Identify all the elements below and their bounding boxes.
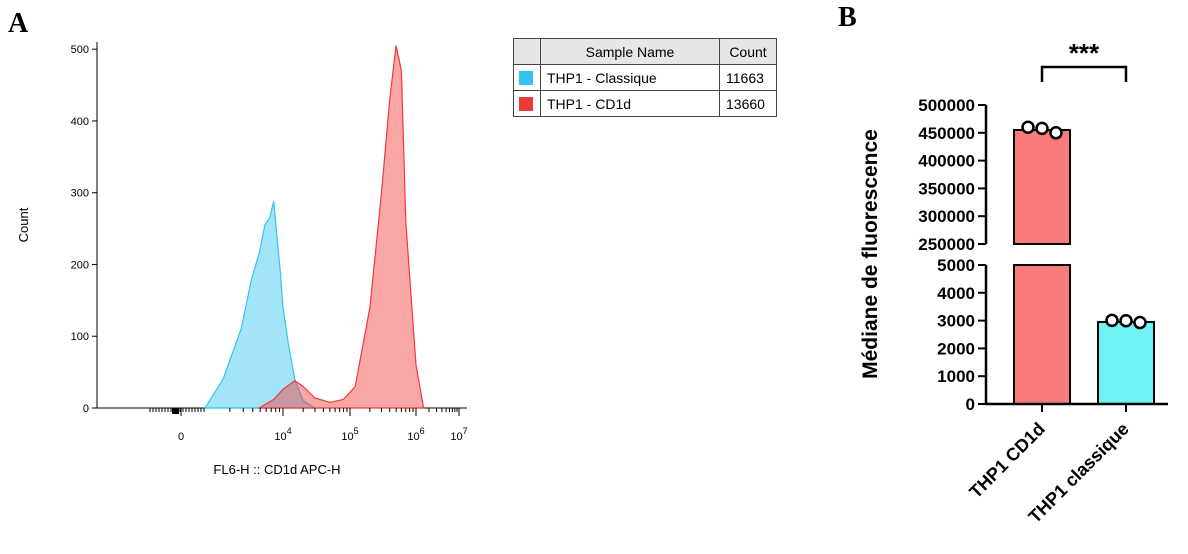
- y-tick-label: 400: [71, 116, 89, 128]
- legend-row-count: 11663: [719, 64, 777, 91]
- x-zero-marker: [172, 408, 179, 414]
- significance-bracket: [1040, 65, 1128, 82]
- x-tick-label: 104: [274, 426, 291, 443]
- panel-b-label: B: [838, 2, 857, 33]
- y-tick-label: 350000: [918, 179, 975, 198]
- y-tick-label: 2000: [937, 339, 975, 358]
- sample-legend-table: Sample Name Count THP1 - Classique 11663…: [513, 38, 777, 117]
- data-point: [1119, 313, 1133, 328]
- y-tick-label: 5000: [937, 256, 975, 275]
- x-tick-label: 107: [450, 426, 467, 443]
- legend-row: THP1 - CD1d 13660: [513, 90, 777, 117]
- legend-row: THP1 - Classique 11663: [513, 64, 777, 91]
- panel-a-label: A: [8, 8, 29, 39]
- data-point: [1105, 313, 1119, 328]
- x-tick-label: 105: [341, 426, 358, 443]
- y-tick-label: 300000: [918, 207, 975, 226]
- data-point: [1133, 315, 1147, 330]
- data-point: [1035, 121, 1049, 136]
- legend-row-count: 13660: [719, 90, 777, 117]
- y-tick-label: 1000: [937, 367, 975, 386]
- legend-header-count: Count: [719, 38, 777, 65]
- series-area: [256, 45, 425, 409]
- y-tick-label: 450000: [918, 124, 975, 143]
- legend-swatch: [519, 70, 533, 85]
- legend-swatch: [519, 96, 533, 111]
- y-tick-label: 400000: [918, 152, 975, 171]
- data-point: [1021, 120, 1035, 134]
- legend-header-swatch: [513, 38, 541, 65]
- x-tick-label: THP1 CD1d: [965, 419, 1048, 502]
- bar: [1013, 129, 1071, 246]
- y-tick-label: 500: [71, 44, 89, 56]
- legend-row-name: THP1 - Classique: [540, 64, 720, 91]
- bar: [1013, 264, 1071, 405]
- legend-header-name: Sample Name: [540, 38, 720, 65]
- y-tick-label: 100: [71, 331, 89, 343]
- bar-chart: 0 1000 2000 3000 4000 5000 250000 300000 350000 4…: [859, 38, 1168, 527]
- y-axis-label: Count: [16, 207, 31, 242]
- y-tick-label: 0: [966, 395, 975, 414]
- y-tick-label: 3000: [937, 312, 975, 331]
- legend-row-name: THP1 - CD1d: [540, 90, 720, 117]
- data-point: [1049, 126, 1063, 140]
- y-tick-label: 250000: [918, 235, 975, 254]
- bar: [1097, 320, 1155, 405]
- axis-break-gap: [1012, 245, 1072, 264]
- y-tick-label: 4000: [937, 284, 975, 303]
- y-tick-label: 500000: [918, 96, 975, 115]
- histogram-chart: 0 100 200 300 400 500 0 104 105 106 107 Count FL6-H …: [16, 42, 468, 477]
- y-axis-label: Médiane de fluorescence: [859, 129, 882, 379]
- legend-header-row: Sample Name Count: [513, 38, 777, 65]
- x-axis-label: FL6-H :: CD1d APC-H: [213, 462, 340, 477]
- x-tick-label: 0: [178, 431, 184, 443]
- x-tick-label: 106: [407, 426, 424, 443]
- y-tick-label: 200: [71, 259, 89, 271]
- series-area: [203, 201, 318, 409]
- y-tick-label: 300: [71, 188, 89, 200]
- significance-stars: ***: [1069, 38, 1100, 68]
- y-tick-label: 0: [83, 403, 89, 415]
